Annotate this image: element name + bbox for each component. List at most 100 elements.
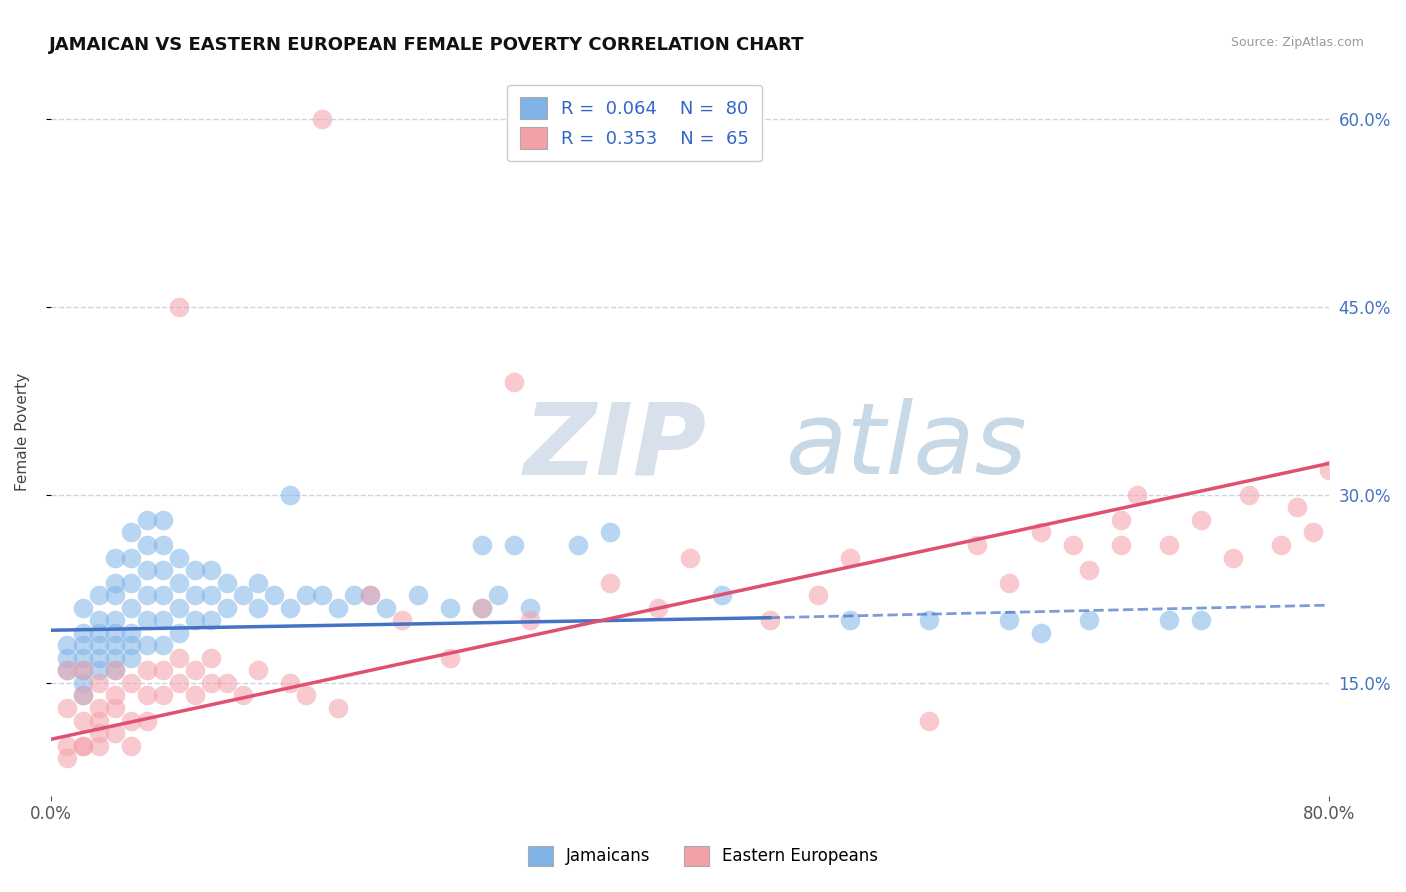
Point: [966, 538, 988, 552]
Point: [471, 600, 494, 615]
Point: [120, 625, 142, 640]
Point: [486, 588, 509, 602]
Point: [295, 689, 318, 703]
Legend: Jamaicans, Eastern Europeans: Jamaicans, Eastern Europeans: [515, 832, 891, 880]
Point: [72, 676, 94, 690]
Point: [135, 588, 157, 602]
Point: [439, 600, 461, 615]
Point: [120, 575, 142, 590]
Point: [519, 613, 541, 627]
Point: [152, 538, 174, 552]
Point: [152, 689, 174, 703]
Point: [311, 112, 333, 126]
Point: [72, 714, 94, 728]
Point: [72, 664, 94, 678]
Point: [152, 613, 174, 627]
Point: [72, 650, 94, 665]
Point: [328, 701, 350, 715]
Point: [1031, 625, 1053, 640]
Point: [87, 714, 110, 728]
Point: [918, 714, 941, 728]
Point: [200, 676, 222, 690]
Point: [72, 689, 94, 703]
Point: [104, 625, 127, 640]
Point: [120, 550, 142, 565]
Point: [104, 588, 127, 602]
Point: [87, 726, 110, 740]
Point: [135, 613, 157, 627]
Point: [104, 726, 127, 740]
Point: [375, 600, 398, 615]
Point: [406, 588, 429, 602]
Point: [231, 588, 253, 602]
Point: [215, 600, 238, 615]
Point: [183, 613, 205, 627]
Point: [599, 575, 621, 590]
Point: [104, 650, 127, 665]
Point: [1078, 613, 1101, 627]
Point: [56, 664, 79, 678]
Point: [135, 689, 157, 703]
Point: [263, 588, 285, 602]
Point: [120, 600, 142, 615]
Point: [135, 563, 157, 577]
Point: [104, 550, 127, 565]
Point: [295, 588, 318, 602]
Point: [998, 575, 1021, 590]
Point: [471, 538, 494, 552]
Point: [120, 525, 142, 540]
Point: [183, 563, 205, 577]
Point: [1109, 538, 1132, 552]
Point: [87, 739, 110, 753]
Text: atlas: atlas: [786, 398, 1028, 495]
Point: [1157, 538, 1180, 552]
Point: [807, 588, 830, 602]
Point: [1157, 613, 1180, 627]
Point: [167, 300, 190, 314]
Point: [135, 714, 157, 728]
Point: [167, 550, 190, 565]
Point: [998, 613, 1021, 627]
Point: [167, 575, 190, 590]
Point: [758, 613, 780, 627]
Point: [710, 588, 733, 602]
Point: [56, 751, 79, 765]
Point: [247, 575, 270, 590]
Point: [200, 650, 222, 665]
Point: [87, 588, 110, 602]
Point: [56, 638, 79, 652]
Point: [1189, 613, 1212, 627]
Point: [1062, 538, 1084, 552]
Text: ZIP: ZIP: [523, 398, 707, 495]
Point: [471, 600, 494, 615]
Point: [503, 538, 526, 552]
Point: [56, 701, 79, 715]
Point: [647, 600, 669, 615]
Point: [120, 714, 142, 728]
Point: [135, 664, 157, 678]
Point: [200, 613, 222, 627]
Point: [231, 689, 253, 703]
Text: Source: ZipAtlas.com: Source: ZipAtlas.com: [1230, 36, 1364, 49]
Point: [343, 588, 366, 602]
Point: [328, 600, 350, 615]
Point: [72, 739, 94, 753]
Point: [838, 613, 860, 627]
Point: [104, 575, 127, 590]
Point: [183, 689, 205, 703]
Point: [838, 550, 860, 565]
Point: [152, 664, 174, 678]
Point: [104, 638, 127, 652]
Point: [200, 588, 222, 602]
Point: [1285, 500, 1308, 515]
Point: [152, 638, 174, 652]
Text: JAMAICAN VS EASTERN EUROPEAN FEMALE POVERTY CORRELATION CHART: JAMAICAN VS EASTERN EUROPEAN FEMALE POVE…: [49, 36, 804, 54]
Point: [215, 676, 238, 690]
Point: [391, 613, 413, 627]
Point: [679, 550, 702, 565]
Point: [72, 600, 94, 615]
Point: [135, 638, 157, 652]
Legend: R =  0.064    N =  80, R =  0.353    N =  65: R = 0.064 N = 80, R = 0.353 N = 65: [508, 85, 762, 161]
Point: [1031, 525, 1053, 540]
Point: [1078, 563, 1101, 577]
